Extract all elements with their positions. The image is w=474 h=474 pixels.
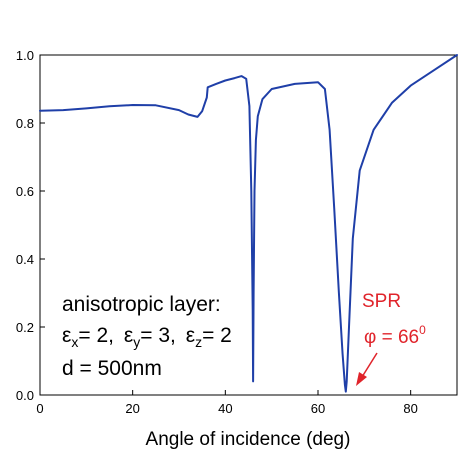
x-axis-title: Angle of incidence (deg) [146, 429, 351, 450]
eps-z-value: = 2 [202, 324, 232, 347]
y-axis-ticks: 0.0 0.2 0.4 0.6 0.8 1.0 [16, 48, 45, 403]
y-tick-label: 0.8 [16, 116, 34, 131]
y-tick-label: 0.6 [16, 184, 34, 199]
spr-angle-degree: 0 [419, 323, 426, 337]
eps-y-subscript: y [133, 334, 140, 350]
spr-label: SPR [362, 291, 401, 312]
x-axis-ticks: 0 20 40 60 80 [36, 390, 418, 416]
annotation-permittivity: εx= 2, εy= 3, εz= 2 [62, 324, 232, 350]
spr-angle-label: φ = 660 [364, 323, 426, 348]
y-tick-label: 0.4 [16, 252, 34, 267]
eps-y-value: = 3, [140, 324, 176, 347]
spr-angle-text: φ = 66 [364, 327, 419, 348]
annotation-thickness: d = 500nm [62, 357, 162, 380]
y-tick-label: 0.2 [16, 320, 34, 335]
eps-y-symbol: ε [124, 324, 133, 347]
eps-x-value: = 2, [78, 324, 114, 347]
reflectance-curve [39, 54, 458, 393]
y-tick-label: 0.0 [16, 388, 34, 403]
x-tick-label: 40 [218, 401, 232, 416]
eps-z-symbol: ε [186, 324, 195, 347]
x-tick-label: 80 [403, 401, 417, 416]
x-tick-label: 0 [36, 401, 43, 416]
eps-x-symbol: ε [62, 324, 71, 347]
annotation-layer-type: anisotropic layer: [62, 293, 221, 316]
y-tick-label: 1.0 [16, 48, 34, 63]
eps-x-subscript: x [71, 334, 78, 350]
spr-arrow [356, 352, 378, 386]
plot-frame [39, 54, 458, 396]
x-tick-label: 20 [125, 401, 139, 416]
x-tick-label: 60 [311, 401, 325, 416]
eps-z-subscript: z [195, 334, 202, 350]
